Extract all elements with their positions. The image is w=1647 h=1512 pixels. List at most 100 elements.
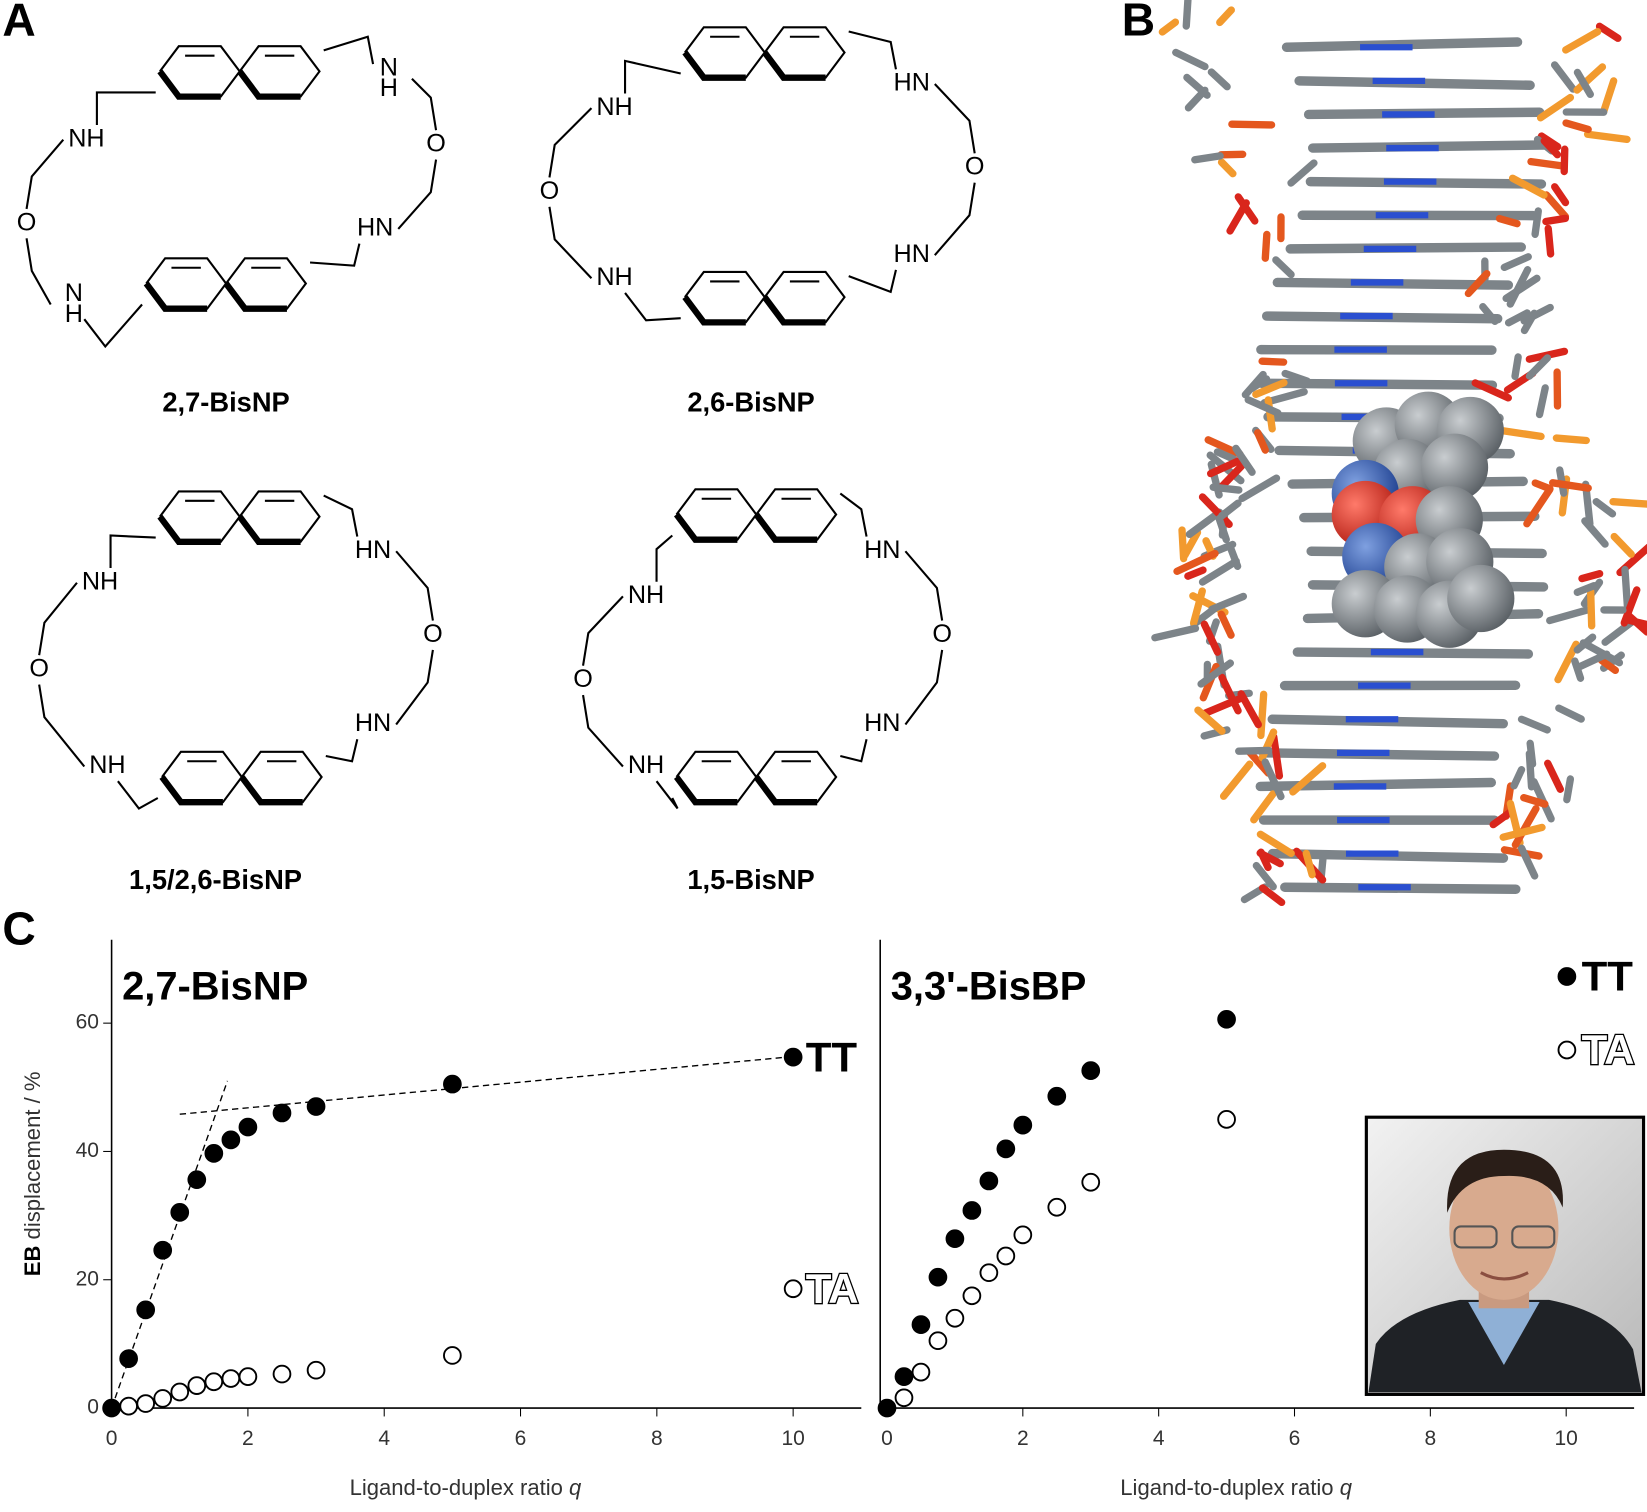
backbone-stick [1238, 474, 1281, 503]
bond [762, 295, 826, 326]
bond [682, 50, 746, 81]
data-point [783, 1279, 803, 1299]
atom-label: HN [894, 69, 930, 97]
backbone-stick [1489, 808, 1514, 829]
x-axis-label-var: q [1340, 1475, 1353, 1500]
chart-title: 3,3'-BisBP [891, 965, 1087, 1009]
data-point [187, 1170, 207, 1190]
x-tick-label: 4 [1153, 1427, 1165, 1450]
data-point [783, 1047, 803, 1067]
y-tick-label: 20 [76, 1267, 99, 1290]
backbone-stick [1184, 566, 1207, 580]
atom-label: O [423, 620, 443, 648]
atom-label: NH [628, 581, 664, 609]
y-tick-label: 0 [87, 1396, 99, 1419]
x-axis-label-text: Ligand-to-duplex ratio [350, 1475, 563, 1500]
backbone-stick [1217, 610, 1235, 639]
bond [934, 83, 976, 154]
backbone-stick [1573, 68, 1594, 99]
backbone-stick [1173, 549, 1219, 575]
backbone-stick [1289, 762, 1327, 796]
atom-label: HN [894, 240, 930, 268]
bond [323, 494, 359, 537]
backbone-stick [1520, 303, 1554, 325]
bond [624, 292, 681, 322]
atom-label: NH [596, 263, 632, 291]
backbone-stick [1241, 370, 1267, 399]
backbone-stick [1560, 145, 1569, 176]
backbone-stick [1552, 434, 1590, 445]
x-axis-label: Ligand-to-duplex ratio q [1120, 1475, 1352, 1500]
bond [83, 303, 143, 349]
atom-label: O [29, 655, 49, 683]
data-point [153, 1240, 173, 1260]
backbone-stick [1499, 823, 1546, 841]
structure-name: 2,6-BisNP [687, 386, 814, 417]
backbone-stick [1508, 174, 1548, 199]
backbone-stick [1531, 479, 1554, 493]
data-point [1047, 1197, 1067, 1217]
backbone-stick [1583, 130, 1631, 144]
backbone-stick [1178, 526, 1188, 563]
y-axis-label-bold: EB [20, 1246, 45, 1277]
backbone-stick [1542, 214, 1570, 226]
atom-label: HN [357, 214, 393, 242]
data-point [962, 1201, 982, 1220]
backbone-stick [1536, 93, 1575, 122]
x-tick-label: 2 [242, 1427, 254, 1450]
atom-label: O [573, 665, 593, 693]
legend-label: TT [1582, 953, 1634, 1000]
backbone-stick [1517, 844, 1539, 880]
backbone-stick [1554, 640, 1580, 684]
backbone-stick [1531, 207, 1542, 238]
backbone-stick [1464, 270, 1491, 298]
backbone-stick [1252, 379, 1288, 399]
bond [848, 30, 897, 70]
backbone-stick [1287, 159, 1318, 187]
backbone-stick [1540, 137, 1562, 159]
bond [840, 738, 868, 763]
data-point [945, 1229, 965, 1249]
data-point [1013, 1225, 1033, 1245]
bond [548, 206, 593, 279]
backbone-stick [1610, 532, 1635, 558]
data-point [272, 1103, 292, 1123]
bond [904, 649, 944, 726]
backbone-stick [1609, 498, 1647, 508]
backbone-stick [1261, 230, 1271, 262]
bond [25, 138, 65, 210]
backbone-stick [1218, 673, 1242, 715]
backbone-stick [1601, 617, 1637, 646]
dna-model [1151, 0, 1647, 907]
backbone-stick [1495, 214, 1521, 228]
atom-label: HN [864, 709, 900, 737]
panel-label: B [1122, 0, 1155, 45]
backbone-stick [1197, 659, 1234, 688]
backbone-stick [1579, 639, 1624, 667]
backbone-stick [1302, 849, 1316, 879]
backbone-stick [1555, 704, 1585, 723]
x-tick-label: 6 [515, 1427, 527, 1450]
backbone-stick [1535, 384, 1549, 419]
backbone-stick [1620, 586, 1641, 627]
backbone-stick [1227, 544, 1242, 570]
backbone-stick [1471, 379, 1512, 402]
x-tick-label: 0 [881, 1427, 893, 1450]
backbone-stick [1571, 657, 1585, 682]
x-tick-label: 4 [378, 1427, 390, 1450]
data-point [443, 1346, 462, 1365]
bond [753, 775, 818, 806]
backbone-stick [1500, 427, 1545, 441]
data-point [153, 1389, 173, 1408]
bond [157, 514, 221, 545]
data-point [1081, 1061, 1101, 1080]
bond [411, 78, 438, 131]
backbone-stick [1479, 303, 1499, 326]
backbone-stick [1172, 48, 1209, 71]
x-axis-label-var: q [569, 1475, 582, 1500]
data-point [170, 1382, 190, 1402]
y-axis-label: EB displacement / % [20, 1072, 45, 1277]
backbone-stick [1281, 369, 1311, 385]
